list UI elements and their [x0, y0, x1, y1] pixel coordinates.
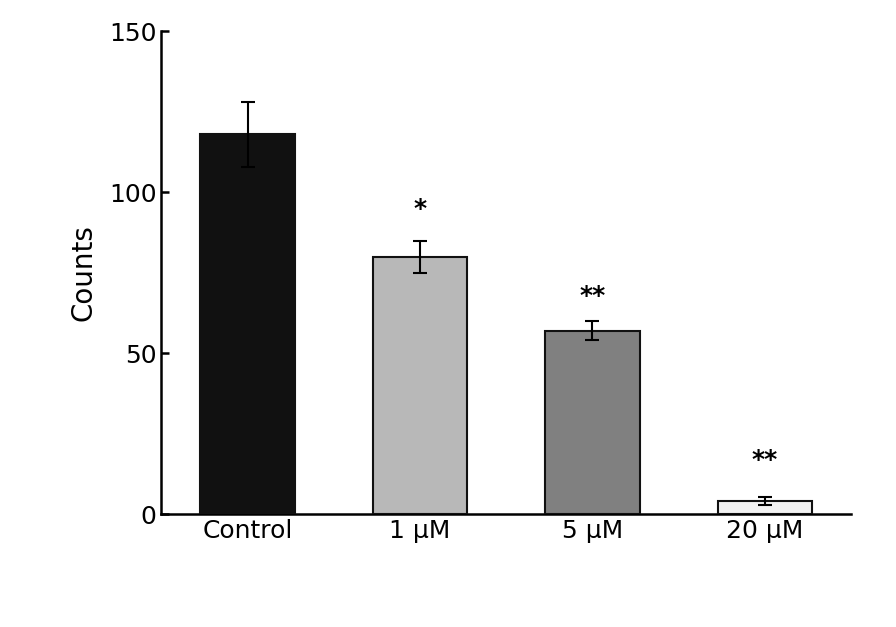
Text: *: * — [413, 198, 426, 221]
Bar — [718, 501, 813, 514]
Text: **: ** — [752, 448, 778, 472]
Bar — [200, 134, 295, 514]
Text: **: ** — [580, 284, 606, 308]
Y-axis label: Counts: Counts — [70, 224, 98, 321]
Bar — [373, 256, 468, 514]
Bar — [545, 330, 640, 514]
